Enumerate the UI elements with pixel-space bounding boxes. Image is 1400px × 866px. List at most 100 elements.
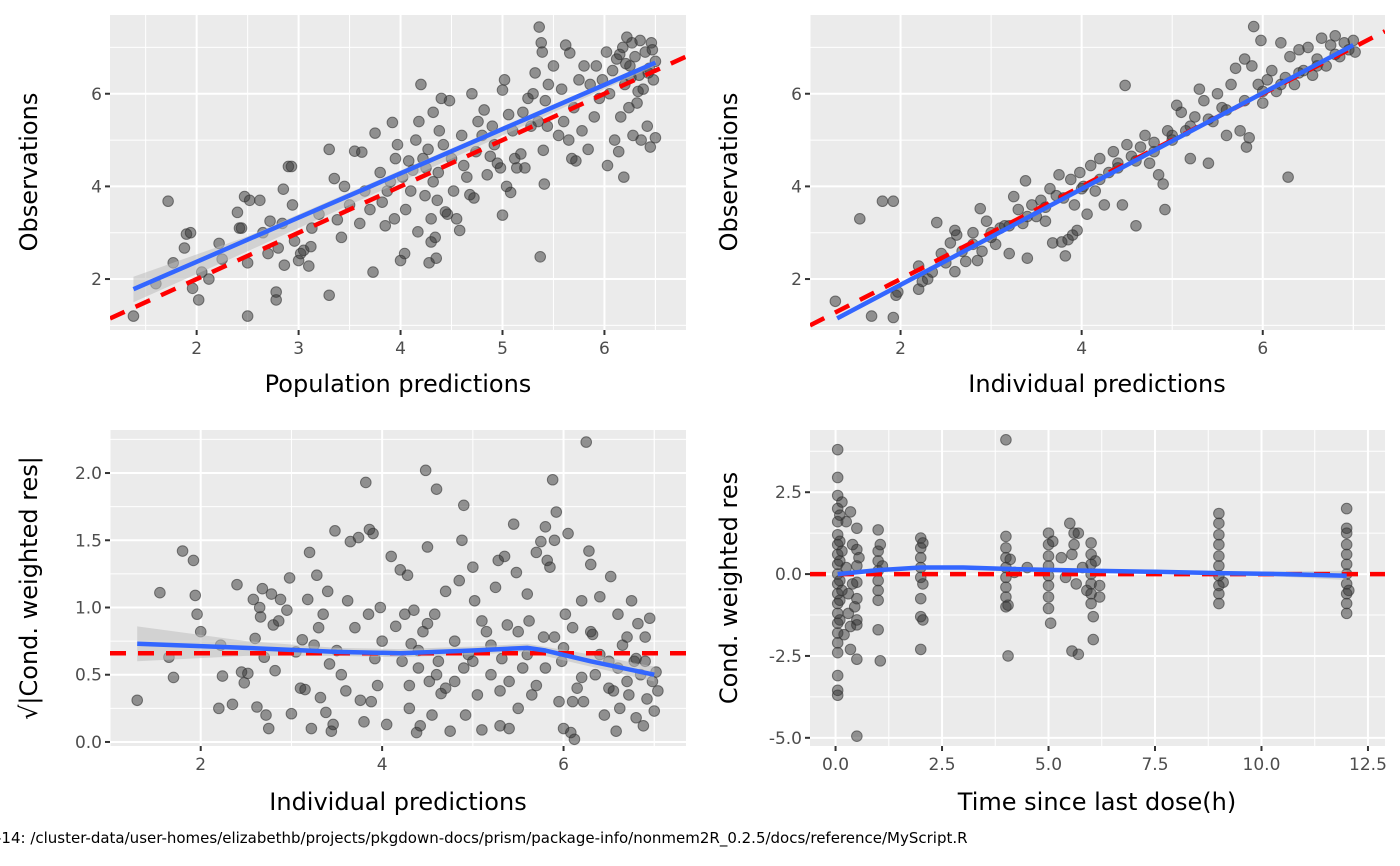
- data-point: [385, 550, 397, 563]
- data-point: [286, 199, 299, 211]
- data-point: [459, 709, 472, 721]
- data-point: [494, 685, 506, 697]
- data-point: [379, 219, 392, 232]
- data-point: [448, 675, 461, 688]
- data-point: [643, 612, 656, 625]
- y-tick-label: 6: [91, 85, 102, 105]
- data-point: [967, 226, 979, 239]
- plot-area: [810, 20, 1385, 328]
- data-point: [971, 254, 984, 267]
- data-point: [1068, 199, 1081, 211]
- data-point: [1119, 79, 1131, 92]
- data-point: [503, 722, 515, 735]
- data-point: [478, 104, 490, 116]
- x-tick-label: 2.5: [929, 755, 956, 775]
- data-point: [448, 635, 461, 647]
- data-point: [403, 702, 416, 715]
- data-point: [573, 74, 585, 86]
- data-point: [453, 574, 466, 587]
- data-point: [471, 689, 484, 701]
- panel-3-ylabel: Cond. weighted res: [715, 472, 743, 704]
- data-point: [980, 215, 993, 227]
- data-point: [529, 67, 541, 79]
- panel-background: [110, 430, 686, 746]
- data-point: [1134, 141, 1147, 153]
- data-point: [575, 594, 588, 607]
- data-point: [917, 578, 929, 590]
- data-point: [1072, 648, 1085, 661]
- data-point: [1059, 250, 1072, 262]
- data-point: [620, 57, 632, 70]
- data-point: [831, 471, 844, 484]
- data-point: [494, 162, 507, 174]
- data-point: [834, 535, 846, 548]
- data-point: [1068, 538, 1080, 551]
- data-point: [621, 675, 633, 688]
- data-point: [274, 593, 287, 606]
- data-point: [1202, 157, 1215, 170]
- data-point: [427, 106, 439, 119]
- data-point: [550, 506, 563, 518]
- data-point: [504, 186, 517, 199]
- data-point: [226, 698, 239, 711]
- y-tick-label: 1.5: [75, 531, 102, 551]
- data-point: [872, 524, 884, 536]
- data-point: [380, 718, 393, 731]
- data-point: [562, 527, 574, 540]
- data-point: [838, 628, 850, 641]
- data-point: [553, 695, 565, 708]
- data-point: [1246, 60, 1258, 72]
- data-point: [842, 587, 855, 600]
- data-point: [367, 266, 379, 278]
- data-point: [1159, 203, 1171, 216]
- data-point: [328, 172, 341, 185]
- data-point: [468, 192, 480, 204]
- data-point: [401, 569, 414, 582]
- panel-2-ylabel: √|Cond. weighted res|: [15, 456, 43, 720]
- data-point: [834, 574, 846, 587]
- data-point: [557, 115, 570, 128]
- data-point: [254, 611, 267, 623]
- data-point: [1266, 64, 1278, 77]
- data-point: [610, 725, 622, 738]
- data-point: [1121, 138, 1133, 151]
- panel-individual-predictions-vs-sqrt-abs-cwres: 2 4 6 0.0 0.5 1.0 1.5 2.0 Individual prediction…: [15, 430, 686, 816]
- x-tick-label: 6: [599, 339, 610, 359]
- data-point: [354, 694, 367, 707]
- data-point: [1324, 39, 1337, 51]
- data-point: [1157, 178, 1169, 190]
- data-point: [632, 85, 644, 98]
- data-point: [457, 159, 470, 172]
- data-point: [1089, 185, 1102, 197]
- data-point: [584, 625, 597, 638]
- data-point: [349, 621, 361, 634]
- data-point: [437, 138, 450, 151]
- data-point: [335, 231, 348, 244]
- data-point: [1275, 36, 1287, 49]
- data-point: [427, 175, 439, 188]
- y-tick-label: -2.5: [769, 647, 802, 667]
- data-point: [541, 120, 554, 132]
- data-point: [625, 594, 638, 607]
- data-point: [1143, 157, 1156, 170]
- y-tick-label: 4: [91, 177, 102, 197]
- data-point: [501, 619, 514, 631]
- data-point: [371, 679, 384, 692]
- data-point: [311, 569, 323, 582]
- data-point: [851, 522, 863, 535]
- data-point: [498, 74, 511, 86]
- smooth-trend-line: [836, 43, 1355, 321]
- data-point: [154, 586, 166, 599]
- data-point: [1340, 607, 1353, 620]
- data-point: [1225, 78, 1237, 91]
- data-point: [320, 706, 332, 719]
- data-point: [335, 668, 348, 681]
- data-point: [404, 185, 417, 197]
- data-point: [1070, 578, 1083, 590]
- data-point: [644, 141, 657, 153]
- y-tick-label: 2: [91, 270, 102, 290]
- data-point: [641, 693, 653, 705]
- data-point: [262, 722, 275, 735]
- data-point: [588, 111, 601, 123]
- data-point: [1002, 599, 1014, 611]
